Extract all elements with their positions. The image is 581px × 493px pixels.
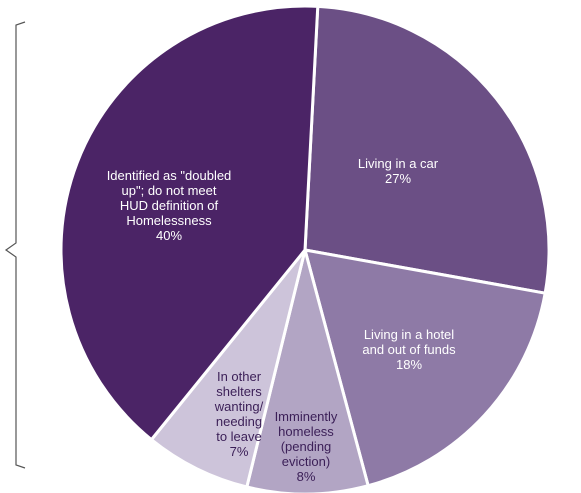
slice-percent-label: 27% (385, 171, 411, 186)
slice-label: Identified as "doubled up"; do not meet HU… (107, 168, 232, 243)
slice-label-line: eviction) (282, 454, 330, 469)
pie-slice (59, 4, 320, 442)
slice-label-line: Living in a hotel (364, 327, 454, 342)
slice-label-line: (pending (281, 439, 332, 454)
slice-label-line: HUD definition of (120, 198, 219, 213)
pie-slice (244, 249, 370, 493)
slice-label-line: homeless (278, 424, 334, 439)
slice-label: In other shelters wanting/needing to leave 7… (214, 369, 264, 459)
bracket (4, 21, 26, 469)
slice-label-line: and out of funds (362, 342, 456, 357)
slice-label: Imminently homeless (pending eviction) 8% (275, 409, 338, 484)
pie-slice (303, 4, 551, 295)
slice-percent-label: 8% (297, 469, 316, 484)
slice-percent-label: 18% (396, 357, 422, 372)
slice-label-line: wanting/ (214, 399, 264, 414)
slice-label-line: Imminently (275, 409, 338, 424)
slice-label-line: up"; do not meet (122, 183, 217, 198)
slice-label-line: needing (216, 414, 262, 429)
slice-percent-label: 7% (230, 444, 249, 459)
slice-label-line: Living in a car (358, 156, 439, 171)
slice-label: Living in a hotel and out of funds 18% (362, 327, 456, 372)
slice-label-line: shelters (216, 384, 262, 399)
pie-labels: Living in a car 27% Living in a hotel and o… (107, 156, 456, 484)
slice-label-line: to leave (216, 429, 262, 444)
pie-slice (302, 248, 547, 488)
slice-percent-label: 40% (156, 228, 182, 243)
pie-slices (59, 4, 551, 493)
slice-label-line: Identified as "doubled (107, 168, 232, 183)
slice-label: Living in a car 27% (358, 156, 439, 186)
slice-label-line: Homelessness (126, 213, 212, 228)
pie-slice (149, 249, 307, 489)
slice-label-line: In other (217, 369, 262, 384)
